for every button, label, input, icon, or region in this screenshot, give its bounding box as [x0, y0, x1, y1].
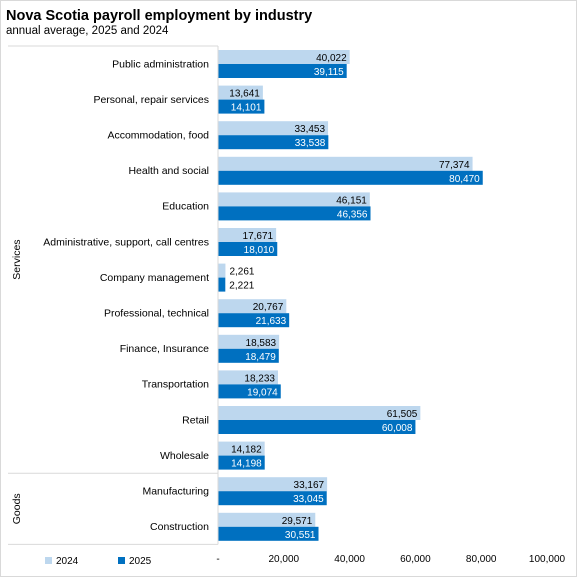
x-tick-label-5: 100,000 — [529, 554, 566, 565]
data-label-2025-company-management: 2,221 — [229, 281, 254, 292]
bar-2024-personal-repair-services — [218, 85, 263, 100]
data-label-2024-wholesale: 14,182 — [231, 445, 262, 456]
bar-2025-transportation — [218, 384, 281, 399]
data-label-2024-retail: 61,505 — [387, 409, 418, 420]
data-label-2024-accommodation-food: 33,453 — [294, 124, 325, 135]
chart-subtitle: annual average, 2025 and 2024 — [6, 25, 169, 37]
bar-2025-health-and-social — [218, 170, 483, 185]
bar-2025-public-administration — [218, 64, 347, 78]
bar-2025-personal-repair-services — [218, 99, 265, 114]
legend-label-2024: 2024 — [56, 556, 79, 567]
bar-2024-manufacturing — [218, 477, 328, 492]
category-labels: Public administration Personal, repair se… — [43, 58, 209, 533]
group-label-goods: Goods — [11, 493, 23, 524]
group-labels: Services Goods — [11, 239, 23, 524]
data-label-2025-accommodation-food: 33,538 — [295, 138, 326, 149]
data-label-2025-health-and-social: 80,470 — [449, 174, 480, 185]
bar-2024-professional-technical — [218, 299, 287, 314]
data-label-2024-finance-insurance: 18,583 — [246, 338, 277, 349]
bar-2025-finance-insurance — [218, 348, 279, 363]
data-label-2024-transportation: 18,233 — [244, 373, 275, 384]
legend-label-2025: 2025 — [129, 556, 152, 567]
legend-swatch-2025 — [118, 557, 125, 564]
bar-2024-administrative-support-call-centres — [218, 228, 277, 242]
data-label-2025-personal-repair-services: 14,101 — [231, 103, 262, 114]
data-label-2025-public-administration: 39,115 — [314, 67, 344, 78]
bar-2025-retail — [218, 420, 416, 434]
bars: 40,022 39,115 13,641 14,101 33,453 33,538 77,3… — [218, 50, 483, 541]
data-label-2024-administrative-support-call-centres: 17,671 — [243, 231, 274, 242]
x-tick-label-1: 20,000 — [269, 554, 300, 565]
bar-2025-accommodation-food — [218, 135, 329, 150]
data-label-2024-education: 46,151 — [336, 195, 367, 206]
x-tick-label-2: 40,000 — [334, 554, 365, 565]
data-label-2025-construction: 30,551 — [285, 530, 316, 541]
category-label-administrative-support-call-centres: Administrative, support, call centres — [43, 236, 209, 248]
data-label-2025-education: 46,356 — [337, 209, 368, 220]
category-label-company-management: Company management — [100, 272, 209, 284]
data-label-2025-finance-insurance: 18,479 — [245, 352, 276, 363]
bar-2025-construction — [218, 526, 319, 541]
data-label-2025-transportation: 19,074 — [247, 387, 278, 398]
data-label-2024-health-and-social: 77,374 — [439, 160, 470, 171]
data-label-2025-administrative-support-call-centres: 18,010 — [244, 245, 275, 256]
bar-2025-education — [218, 206, 371, 221]
data-label-2025-manufacturing: 33,045 — [293, 494, 324, 505]
category-label-accommodation-food: Accommodation, food — [107, 130, 209, 142]
category-label-finance-insurance: Finance, Insurance — [120, 343, 209, 355]
data-label-2024-public-administration: 40,022 — [316, 53, 347, 64]
chart-title: Nova Scotia payroll employment by indust… — [6, 8, 313, 24]
bar-2024-health-and-social — [218, 156, 473, 171]
x-tick-label-4: 80,000 — [466, 554, 497, 565]
category-label-personal-repair-services: Personal, repair services — [93, 94, 209, 106]
data-label-2024-professional-technical: 20,767 — [253, 302, 284, 313]
data-label-2025-retail: 60,008 — [382, 423, 413, 434]
data-label-2024-construction: 29,571 — [282, 516, 313, 527]
bar-2024-accommodation-food — [218, 121, 329, 136]
bar-2024-retail — [218, 406, 421, 420]
group-dividers — [8, 45, 218, 545]
data-label-2024-manufacturing: 33,167 — [294, 480, 325, 491]
legend: 2024 2025 — [45, 556, 152, 567]
bar-2025-professional-technical — [218, 313, 290, 328]
bar-2025-administrative-support-call-centres — [218, 242, 278, 256]
category-label-public-administration: Public administration — [112, 58, 209, 70]
x-axis: - 20,000 40,000 60,000 80,000 100,000 — [216, 46, 566, 565]
category-label-education: Education — [162, 201, 209, 213]
category-label-retail: Retail — [182, 414, 209, 426]
bar-2024-education — [218, 192, 370, 207]
category-label-transportation: Transportation — [142, 379, 209, 391]
category-label-manufacturing: Manufacturing — [142, 486, 209, 498]
x-tick-label-3: 60,000 — [400, 554, 431, 565]
group-label-services: Services — [11, 239, 23, 279]
bar-2025-company-management — [218, 277, 226, 292]
data-label-2025-wholesale: 14,198 — [231, 459, 262, 470]
x-tick-label-0: - — [216, 554, 219, 565]
data-label-2024-company-management: 2,261 — [229, 267, 254, 278]
category-label-professional-technical: Professional, technical — [104, 308, 209, 320]
bar-2024-construction — [218, 512, 316, 527]
bar-2024-wholesale — [218, 441, 265, 456]
bar-2024-public-administration — [218, 50, 350, 64]
category-label-construction: Construction — [150, 521, 209, 533]
data-label-2025-professional-technical: 21,633 — [256, 316, 287, 327]
bar-2025-manufacturing — [218, 491, 327, 506]
category-label-health-and-social: Health and social — [128, 165, 209, 177]
category-label-wholesale: Wholesale — [160, 450, 209, 462]
bar-2025-wholesale — [218, 455, 265, 470]
bar-2024-finance-insurance — [218, 334, 280, 349]
bar-2024-company-management — [218, 263, 226, 278]
bar-2024-transportation — [218, 370, 278, 385]
legend-swatch-2024 — [45, 557, 52, 564]
data-label-2024-personal-repair-services: 13,641 — [229, 89, 260, 100]
